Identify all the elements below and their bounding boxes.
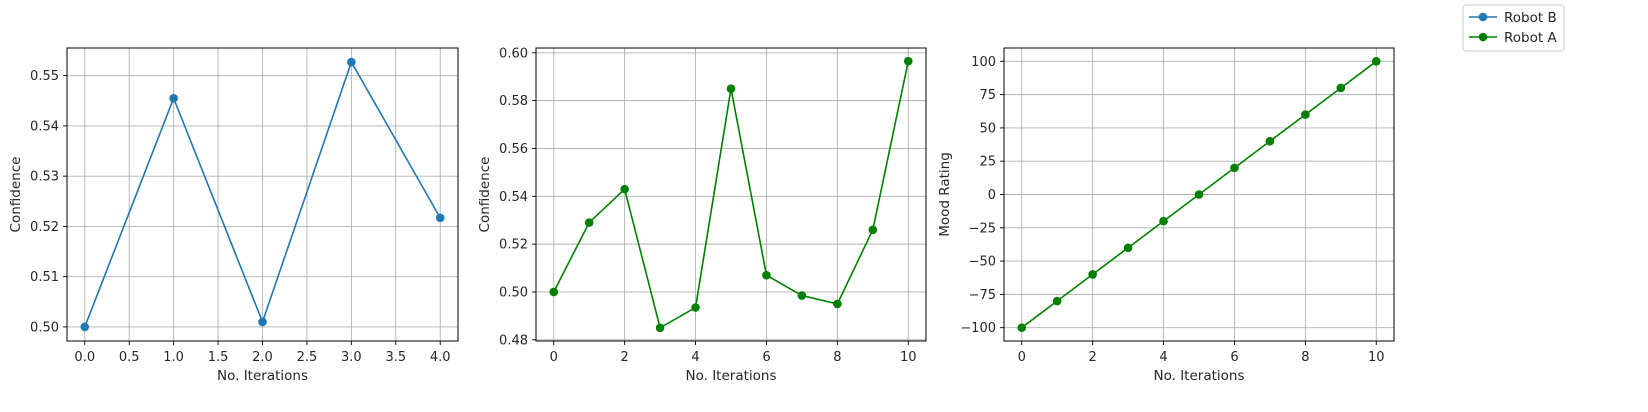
- data-point: [435, 213, 445, 223]
- y-axis-label: Mood Rating: [937, 152, 953, 237]
- data-point: [1017, 323, 1027, 332]
- data-point: [903, 56, 913, 66]
- legend-marker: [1478, 32, 1488, 42]
- x-tick-label: 0: [550, 350, 558, 365]
- y-tick-label: 0.60: [499, 46, 528, 61]
- y-tick-label: 0.52: [30, 220, 59, 235]
- data-point: [1336, 83, 1346, 93]
- y-tick-label: 0.52: [499, 238, 528, 253]
- x-tick-label: 10: [1368, 350, 1385, 365]
- data-point: [762, 270, 771, 280]
- x-tick-label: 2.5: [297, 350, 318, 365]
- y-tick-label: −50: [969, 255, 996, 270]
- y-tick-label: 0.51: [30, 270, 59, 285]
- data-point: [169, 93, 178, 103]
- x-tick-label: 3.5: [385, 350, 406, 365]
- data-point: [1371, 57, 1381, 66]
- x-tick-label: 4: [1159, 350, 1167, 365]
- y-axis-label: Confidence: [477, 157, 493, 233]
- data-point: [691, 303, 700, 312]
- x-tick-label: 4.0: [430, 350, 451, 365]
- y-tick-label: 75: [979, 88, 996, 103]
- x-tick-label: 1.5: [208, 350, 229, 365]
- y-axis-label: Confidence: [8, 157, 24, 233]
- x-tick-label: 0.5: [119, 350, 140, 365]
- axes-frame: [1003, 47, 1395, 342]
- subplot-2: 0 2 4 6 8 10 0.48 0.50 0.52 0.54 0.56 0.58 0.60 No. I…: [477, 46, 927, 384]
- grid: [536, 48, 926, 341]
- x-axis-label: No. Iterations: [217, 368, 308, 384]
- data-point: [655, 323, 665, 333]
- y-tick-label: 100: [971, 55, 996, 70]
- data-point: [833, 299, 842, 309]
- data-point: [549, 287, 559, 297]
- y-tick-label: 0.50: [30, 320, 59, 335]
- data-point: [347, 57, 356, 67]
- x-tick-label: 1.0: [163, 350, 184, 365]
- x-tick-label: 4: [691, 350, 699, 365]
- x-tick-label: 10: [900, 350, 917, 365]
- data-point: [620, 184, 629, 194]
- x-tick-label: 3.0: [341, 350, 362, 365]
- legend-label: Robot A: [1504, 30, 1557, 46]
- y-tick-label: 0.54: [30, 119, 59, 134]
- data-point: [797, 291, 807, 300]
- data-point: [1194, 190, 1204, 199]
- y-tick-label: −100: [960, 321, 996, 336]
- data-point: [584, 218, 594, 227]
- data-point: [1088, 270, 1097, 279]
- data-point: [1301, 110, 1310, 119]
- y-tick-label: 0.58: [499, 94, 528, 109]
- x-tick-label: 6: [1230, 350, 1238, 365]
- grid: [67, 48, 458, 341]
- subplot-1: 0.0 0.5 1.0 1.5 2.0 2.5 3.0 3.5 4.0 0.50 0.51 0.52 0…: [8, 47, 459, 384]
- y-tick-label: 0: [988, 188, 996, 203]
- x-tick-label: 0: [1018, 350, 1026, 365]
- y-tick-label: −75: [969, 288, 996, 303]
- y-tick-label: 0.53: [30, 170, 59, 185]
- x-tick-label: 6: [762, 350, 770, 365]
- x-tick-label: 8: [1301, 350, 1309, 365]
- y-tick-label: 0.50: [499, 285, 528, 300]
- y-tick-label: −25: [969, 221, 996, 236]
- data-point: [1123, 243, 1133, 253]
- series-line: [553, 60, 910, 330]
- x-tick-label: 2: [620, 350, 628, 365]
- x-tick-label: 2.0: [252, 350, 273, 365]
- data-point: [868, 225, 878, 235]
- y-tick-label: 0.55: [30, 69, 59, 84]
- data-point: [1265, 136, 1275, 146]
- data-point: [1052, 296, 1062, 306]
- legend-label: Robot B: [1504, 10, 1557, 26]
- y-tick-label: 0.56: [499, 142, 528, 157]
- data-point: [80, 322, 90, 332]
- data-point: [726, 84, 736, 93]
- y-tick-label: 0.48: [499, 333, 528, 348]
- x-tick-label: 0.0: [74, 350, 95, 365]
- y-tick-label: 25: [979, 155, 996, 170]
- x-tick-label: 2: [1088, 350, 1096, 365]
- x-axis-label: No. Iterations: [1154, 368, 1245, 384]
- x-axis-label: No. Iterations: [686, 368, 777, 384]
- data-point: [1230, 163, 1239, 173]
- data-point: [258, 317, 267, 327]
- y-tick-label: 50: [979, 121, 996, 136]
- axes-frame: [66, 47, 459, 342]
- legend: Robot B Robot A: [1462, 4, 1565, 52]
- subplot-3: 0 2 4 6 8 10 −100 −75 −50 −25 0 25 50 75 100 No. Iterat…: [937, 47, 1395, 384]
- y-tick-label: 0.54: [499, 190, 528, 205]
- data-point: [1159, 216, 1168, 226]
- x-tick-label: 8: [833, 350, 841, 365]
- axes-frame: [535, 47, 927, 342]
- legend-marker: [1478, 12, 1488, 22]
